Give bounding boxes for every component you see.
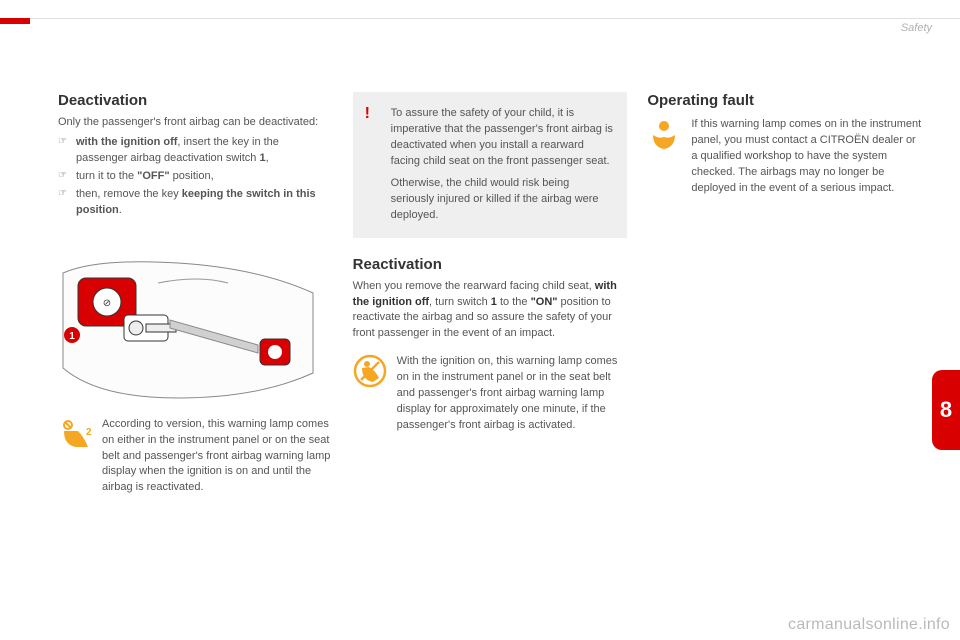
deactivation-warning-note: 2 According to version, this warning lam… xyxy=(58,417,333,497)
warning-exclamation-icon: ! xyxy=(365,106,381,224)
header-separator xyxy=(0,18,960,19)
deactivation-heading: Deactivation xyxy=(58,92,333,109)
airbag-fault-lamp-icon xyxy=(647,117,681,151)
svg-text:⊘: ⊘ xyxy=(103,298,111,309)
header-red-accent xyxy=(0,18,30,24)
reactivation-heading: Reactivation xyxy=(353,256,628,273)
deactivation-steps: with the ignition off, insert the key in… xyxy=(58,135,333,221)
svg-text:1: 1 xyxy=(69,331,75,342)
operating-fault-heading: Operating fault xyxy=(647,92,922,109)
column-deactivation: Deactivation Only the passenger's front … xyxy=(58,92,333,620)
child-safety-warning: ! To assure the safety of your child, it… xyxy=(353,92,628,238)
reactivation-lamp-note: With the ignition on, this warning lamp … xyxy=(353,354,628,434)
watermark: carmanualsonline.info xyxy=(788,616,950,634)
reactivation-body: When you remove the rearward facing chil… xyxy=(353,279,628,343)
step-3: then, remove the key keeping the switch … xyxy=(58,187,333,219)
deactivation-intro: Only the passenger's front airbag can be… xyxy=(58,115,333,131)
step-1: with the ignition off, insert the key in… xyxy=(58,135,333,167)
chapter-tab: 8 xyxy=(932,370,960,450)
operating-fault-text: If this warning lamp comes on in the ins… xyxy=(691,117,922,197)
column-reactivation: ! To assure the safety of your child, it… xyxy=(353,92,628,620)
warning-text: To assure the safety of your child, it i… xyxy=(391,106,614,224)
reactivation-note-text: With the ignition on, this warning lamp … xyxy=(397,354,628,434)
column-operating-fault: Operating fault If this warning lamp com… xyxy=(647,92,922,620)
airbag-off-lamp-icon: 2 xyxy=(58,417,92,451)
airbag-switch-diagram: ⊘ 1 xyxy=(58,253,318,403)
header-category: Safety xyxy=(901,22,932,34)
step-2: turn it to the "OFF" position, xyxy=(58,169,333,185)
page-content: Deactivation Only the passenger's front … xyxy=(58,92,922,620)
deactivation-note-text: According to version, this warning lamp … xyxy=(102,417,333,497)
airbag-on-lamp-icon xyxy=(353,354,387,388)
operating-fault-note: If this warning lamp comes on in the ins… xyxy=(647,117,922,197)
svg-text:2: 2 xyxy=(86,427,92,438)
